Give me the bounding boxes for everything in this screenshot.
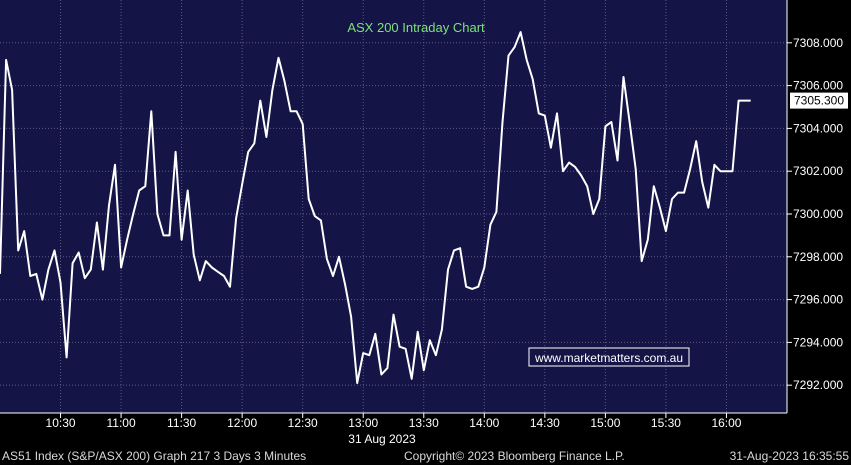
y-tick-label: 7294.000 — [793, 335, 843, 349]
axis-background — [787, 0, 851, 447]
watermark-box — [528, 347, 690, 367]
y-tick-label: 7304.000 — [793, 121, 843, 135]
chart-title: ASX 200 Intraday Chart — [347, 20, 485, 35]
watermark-text: www.marketmatters.com.au — [534, 351, 683, 365]
y-tick-label: 7298.000 — [793, 250, 843, 264]
x-tick-label: 14:00 — [469, 416, 499, 430]
x-axis: 10:30 11:00 11:30 12:00 12:30 13:00 13:30 14:00… — [0, 412, 787, 430]
last-value-label: 7305.300 — [790, 92, 848, 109]
x-tick-label: 15:00 — [590, 416, 620, 430]
y-tick-label: 7300.000 — [793, 207, 843, 221]
xaxis-background — [0, 413, 787, 447]
x-tick-label: 16:00 — [711, 416, 741, 430]
plot-background — [0, 0, 787, 413]
x-tick-label: 13:00 — [348, 416, 378, 430]
price-series-line — [0, 31, 751, 384]
y-axis: 7292.000 7294.000 7296.000 7298.000 7300.000… — [786, 0, 843, 413]
footer-security-info: AS51 Index (S&P/ASX 200) Graph 217 3 Day… — [2, 449, 307, 463]
x-tick-label: 12:00 — [227, 416, 257, 430]
y-tick-label: 7308.000 — [793, 36, 843, 50]
y-tick-label: 7306.000 — [793, 79, 843, 93]
y-tick-label: 7296.000 — [793, 293, 843, 307]
x-tick-label: 10:30 — [46, 416, 76, 430]
series-line-layer — [0, 31, 751, 384]
y-tick-label: 7302.000 — [793, 164, 843, 178]
footer-bar: AS51 Index (S&P/ASX 200) Graph 217 3 Day… — [0, 447, 851, 465]
footer-timestamp: 31-Aug-2023 16:35:55 — [729, 449, 849, 463]
grid — [0, 0, 787, 413]
x-tick-label: 14:30 — [530, 416, 560, 430]
x-tick-label: 12:30 — [288, 416, 318, 430]
x-tick-label: 13:30 — [409, 416, 439, 430]
x-tick-label: 11:30 — [167, 416, 196, 430]
x-tick-label: 15:30 — [651, 416, 681, 430]
footer-copyright: Copyright© 2023 Bloomberg Finance L.P. — [404, 449, 625, 463]
date-label: 31 Aug 2023 — [348, 432, 416, 446]
last-value-box — [790, 92, 848, 109]
last-value-text: 7305.300 — [794, 94, 844, 108]
y-tick-label: 7292.000 — [793, 378, 843, 392]
x-tick-label: 11:00 — [107, 416, 136, 430]
